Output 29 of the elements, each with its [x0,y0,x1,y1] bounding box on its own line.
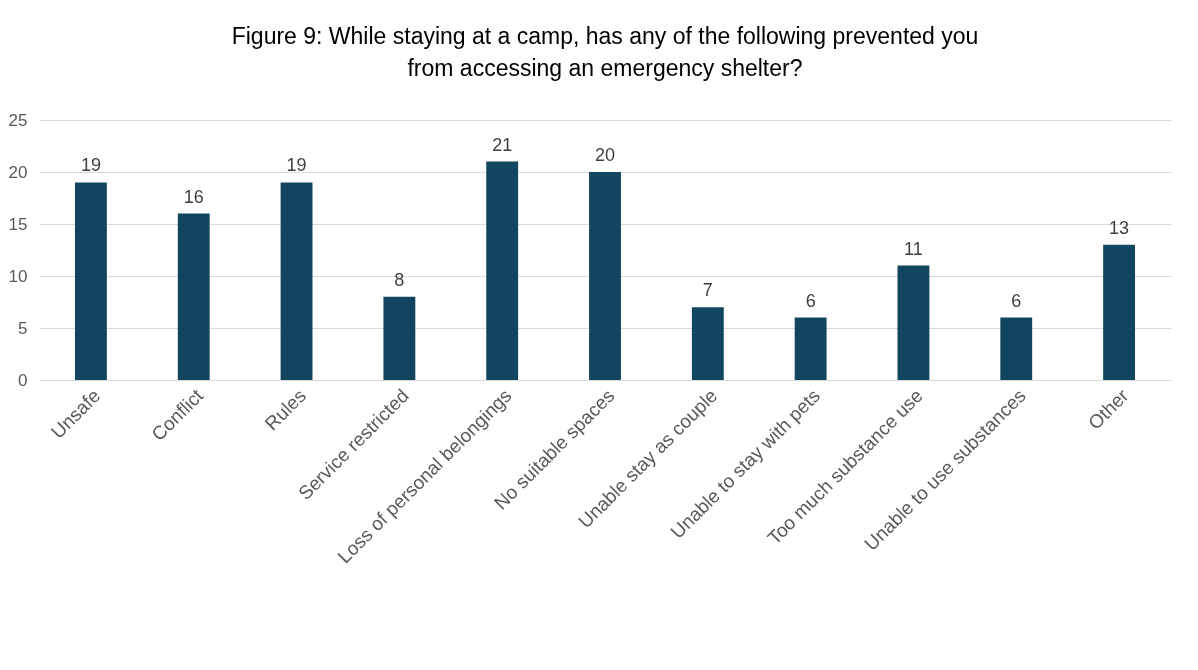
data-label: 11 [904,238,923,259]
data-label: 21 [492,134,513,155]
y-tick-label: 5 [18,318,28,338]
bar [486,161,519,380]
data-label: 7 [702,280,713,301]
bar [280,182,313,380]
data-label: 16 [183,186,204,207]
data-label: 20 [594,145,616,165]
bar [1000,317,1033,380]
bar [794,317,827,380]
data-label: 13 [1109,217,1130,238]
bar [691,307,724,380]
data-label: 19 [80,155,101,176]
y-tick-label: 10 [8,266,28,286]
y-tick-label: 20 [8,162,28,182]
data-label: 8 [394,269,405,290]
y-tick-label: 0 [18,370,28,390]
bar [1103,244,1136,380]
bar [74,182,107,380]
data-label: 6 [1011,290,1022,311]
y-tick-label: 25 [8,110,28,130]
data-label: 19 [286,155,307,176]
data-label: 6 [805,290,816,311]
bar [383,296,416,380]
bar [589,172,621,380]
bar [177,213,210,380]
y-tick-label: 15 [8,214,28,234]
bar [897,265,930,380]
chart-title: Figure 9: While staying at a camp, has any of the following prevented you from accessing an emergency shelter? [231,23,979,81]
